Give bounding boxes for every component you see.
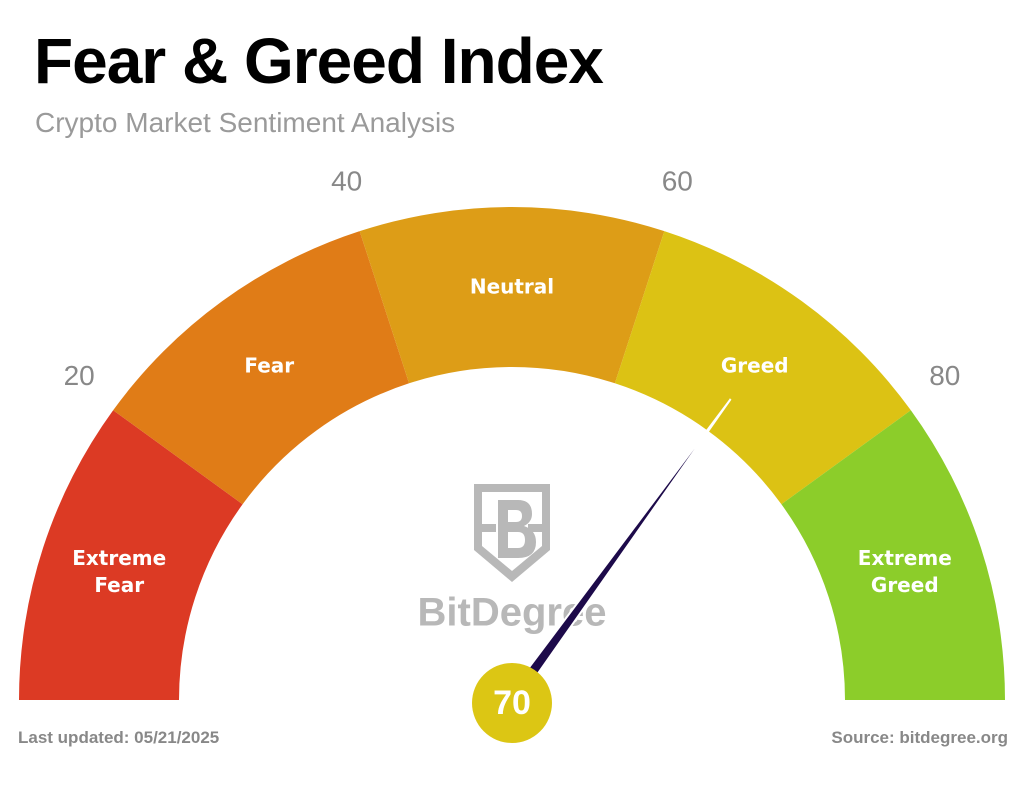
value-label: 70 <box>493 684 531 722</box>
tick-label: 80 <box>929 360 960 391</box>
gauge-band <box>359 206 665 384</box>
tick-label: 40 <box>331 166 362 197</box>
tick-label: 60 <box>662 166 693 197</box>
gauge-band <box>614 231 911 505</box>
band-label: Extreme Greed <box>857 546 952 598</box>
band-label: Greed <box>720 353 789 378</box>
subtitle: Crypto Market Sentiment Analysis <box>35 107 456 138</box>
band-label: Neutral <box>469 274 555 299</box>
gauge-band <box>19 410 243 700</box>
band-label: Extreme Fear <box>72 546 167 598</box>
gauge-band <box>113 231 410 505</box>
value-circle <box>472 663 552 743</box>
tick-label: 20 <box>64 360 95 391</box>
footer-right: Source: bitdegree.org <box>831 728 1008 747</box>
band-label: Fear <box>244 353 295 378</box>
title: Fear & Greed Index <box>34 25 604 97</box>
footer-left: Last updated: 05/21/2025 <box>18 728 220 747</box>
gauge-band <box>781 410 1005 700</box>
